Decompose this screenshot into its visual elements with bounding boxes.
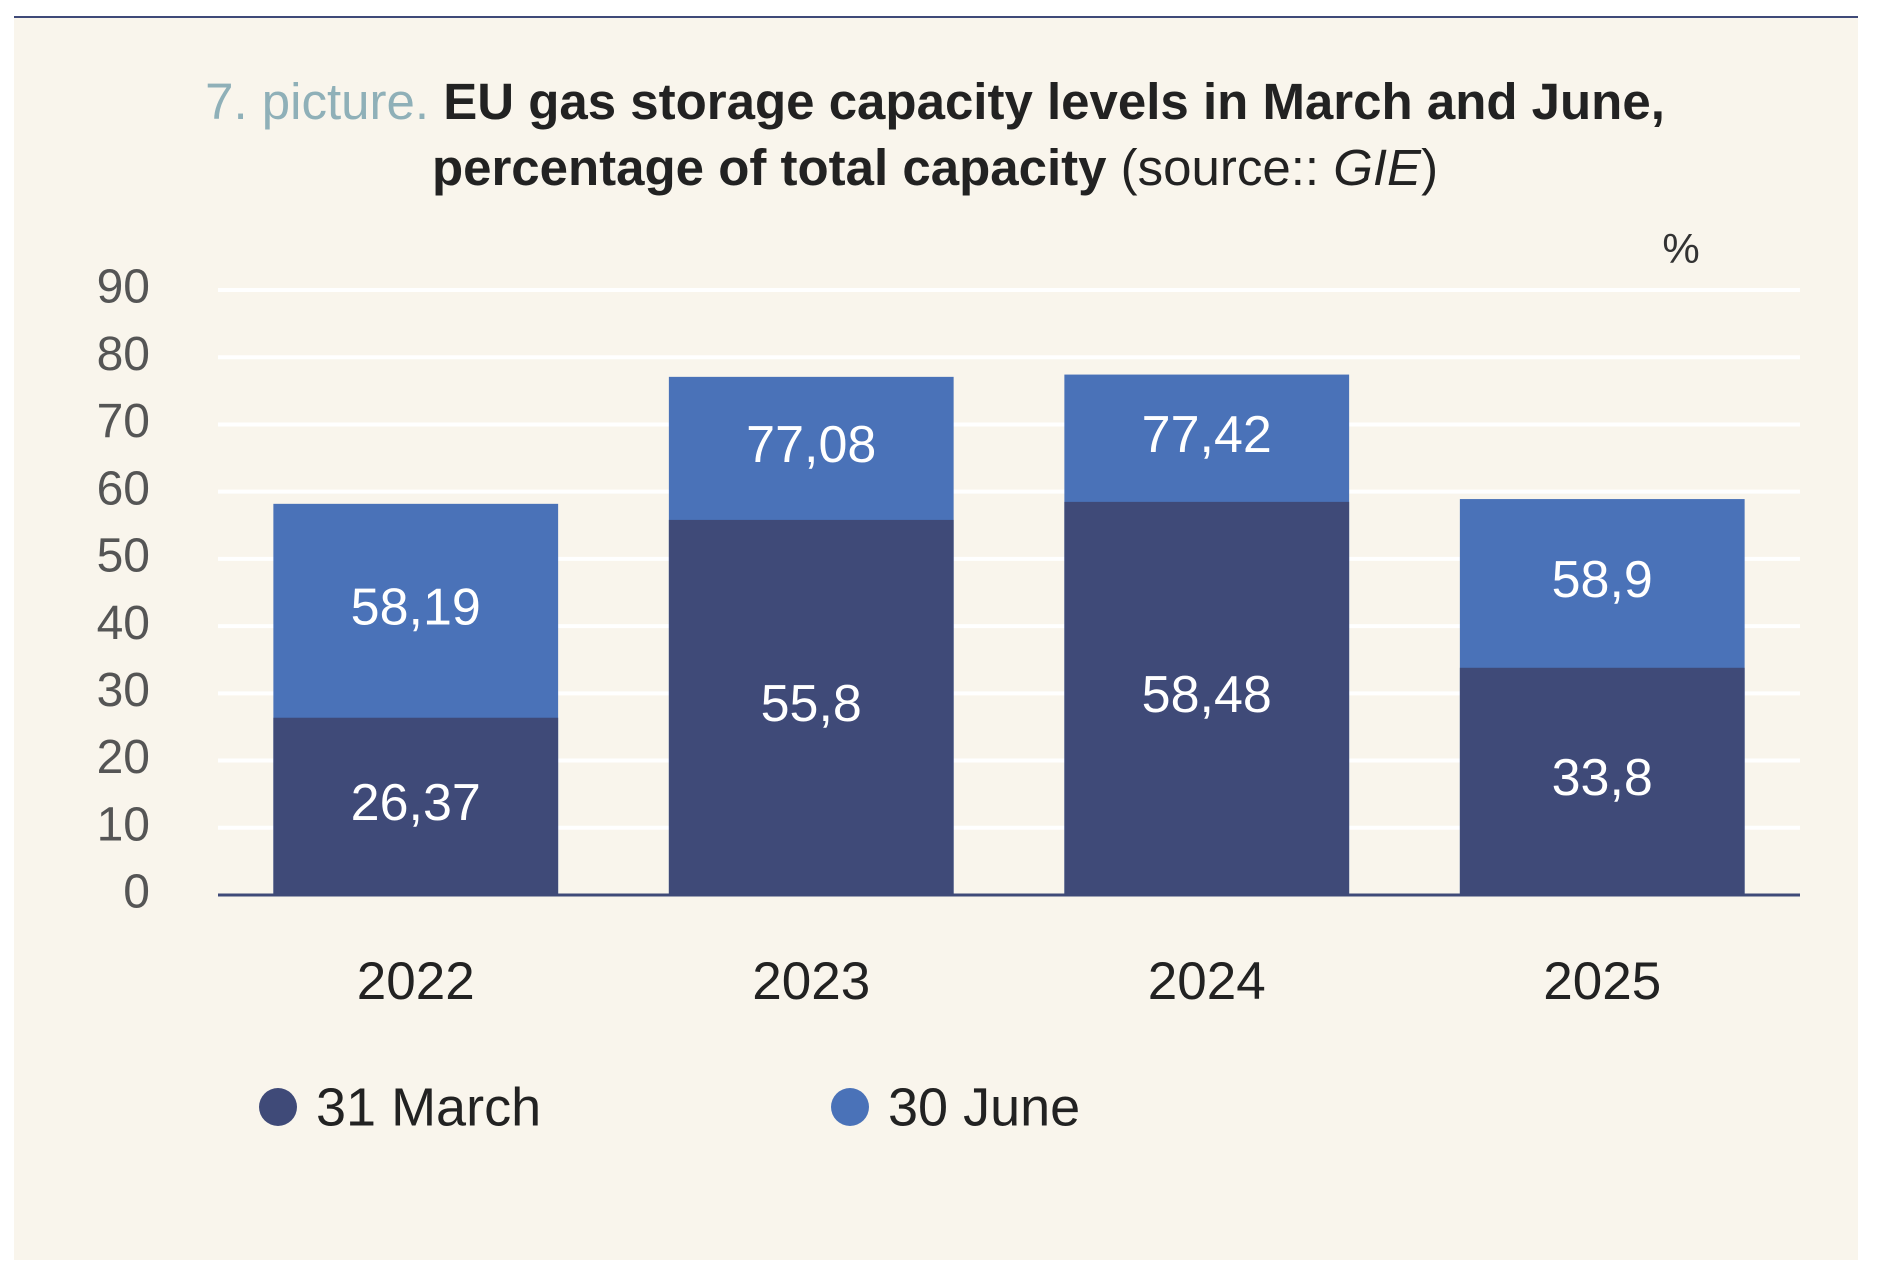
chart-title: percentage of total capacity: [432, 139, 1107, 196]
data-label: 26,37: [351, 774, 481, 832]
source-prefix: (source::: [1121, 139, 1319, 196]
data-label: 33,8: [1552, 749, 1653, 807]
y-tick-label: 60: [97, 462, 150, 515]
data-label: 55,8: [761, 675, 862, 733]
y-tick-label: 20: [97, 731, 150, 784]
legend-swatch: [259, 1088, 297, 1126]
bar: [1459, 667, 1745, 895]
source-suffix: ): [1421, 139, 1438, 196]
y-tick-label: 30: [97, 664, 150, 717]
y-tick-label: 0: [123, 866, 150, 919]
legend-label: 31 March: [316, 1077, 541, 1137]
y-tick-label: 80: [97, 328, 150, 381]
y-tick-label: 40: [97, 597, 150, 650]
y-tick-label: 70: [97, 395, 150, 448]
data-label: 58,9: [1552, 551, 1653, 609]
y-tick-label: 10: [97, 798, 150, 851]
bar: [1064, 501, 1350, 895]
x-tick-label: 2025: [1543, 952, 1661, 1011]
legend-label: 30 June: [888, 1077, 1080, 1137]
source: GIE: [1333, 139, 1422, 196]
chart-title: EU gas storage capacity levels in March …: [443, 73, 1665, 130]
y-unit: %: [1662, 225, 1699, 272]
data-label: 77,08: [746, 416, 876, 474]
chart-title-line-1: 7. picture. EU gas storage capacity leve…: [205, 73, 1665, 130]
bar: [273, 717, 559, 895]
title-prefix: 7. picture.: [205, 73, 429, 130]
y-tick-label: 90: [97, 261, 150, 314]
y-tick-label: 50: [97, 530, 150, 583]
legend-swatch: [831, 1088, 869, 1126]
x-tick-label: 2022: [357, 952, 475, 1011]
chart-title-line-2: percentage of total capacity (source:: G…: [432, 139, 1438, 196]
data-label: 58,48: [1142, 666, 1272, 724]
data-label: 77,42: [1142, 406, 1272, 464]
data-label: 58,19: [351, 579, 481, 637]
x-tick-label: 2023: [752, 952, 870, 1011]
bar: [668, 519, 954, 895]
x-tick-label: 2024: [1148, 952, 1266, 1011]
